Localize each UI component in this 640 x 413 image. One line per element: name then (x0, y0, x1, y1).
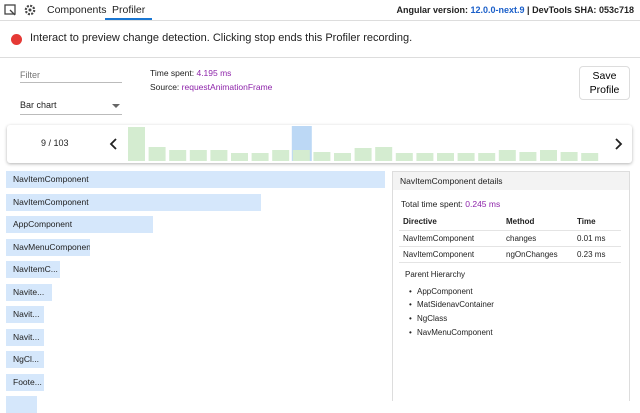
value: requestAnimationFrame (181, 82, 273, 92)
frame[interactable] (313, 152, 331, 161)
cell: 0.23 ms (577, 250, 606, 259)
frame[interactable] (272, 150, 290, 161)
flame-bar[interactable]: Navit... (6, 328, 44, 346)
version: 12.0.0-next.9 (470, 5, 525, 15)
cell: NavItemComponent (403, 250, 475, 259)
flame-bar[interactable]: NavItemC... (6, 261, 60, 278)
frame[interactable] (437, 153, 454, 161)
flame-bar[interactable]: Foote... (6, 373, 44, 391)
save-button[interactable]: Save Profile (579, 66, 630, 100)
flame-bar[interactable]: AppComponent (6, 216, 153, 233)
sha: 053c718 (598, 5, 634, 15)
total-time: Total time spent: 0.245 ms (401, 199, 500, 209)
frame[interactable] (251, 153, 269, 161)
flame-bar[interactable]: Navite... (6, 283, 52, 301)
frame-chart (128, 126, 599, 161)
frame[interactable] (231, 153, 248, 161)
settings-icon[interactable] (24, 4, 36, 16)
frame[interactable] (560, 152, 578, 161)
column-header: Method (506, 217, 535, 226)
frame[interactable] (210, 150, 228, 161)
frame[interactable] (354, 148, 372, 161)
frame[interactable] (519, 152, 537, 161)
flame-bar[interactable]: NgCl... (6, 351, 44, 368)
cell: changes (506, 234, 537, 243)
banner-text: Interact to preview change detection. Cl… (30, 32, 413, 44)
cell: ngOnChanges (506, 250, 558, 259)
hierarchy-item: NgClass (409, 314, 447, 323)
flame-bar[interactable]: Navit... (6, 306, 44, 323)
frame[interactable] (148, 147, 166, 161)
label: DevTools SHA: (532, 5, 597, 15)
details-title: NavItemComponent details (393, 172, 629, 190)
frame[interactable] (540, 150, 557, 161)
frame[interactable] (375, 147, 393, 161)
hierarchy-item: AppComponent (409, 287, 473, 296)
hierarchy-item: MatSidenavContainer (409, 300, 494, 309)
frame[interactable] (128, 127, 145, 161)
frame[interactable] (189, 150, 207, 161)
time-spent: Time spent: 4.195 ms (150, 68, 231, 78)
dropdown-arrow (112, 104, 120, 108)
frame[interactable] (457, 153, 475, 161)
column-header: Directive (403, 217, 437, 226)
frame[interactable] (334, 153, 351, 161)
cell: 0.01 ms (577, 234, 606, 243)
cell: NavItemComponent (403, 234, 475, 243)
frame-position: 9 / 103 (41, 138, 69, 148)
version-info: Angular version: 12.0.0-next.9 | DevTool… (396, 0, 634, 20)
hierarchy-title: Parent Hierarchy (405, 270, 466, 279)
banner: Interact to preview change detection. Cl… (0, 21, 640, 58)
label: Time spent: (150, 68, 195, 78)
select-value: Bar chart (20, 100, 57, 110)
row-divider (399, 246, 621, 247)
flame-bar[interactable]: NavItemComponent (6, 193, 261, 211)
value: 0.245 ms (465, 199, 501, 209)
record-stop[interactable] (11, 34, 22, 45)
frame[interactable] (478, 153, 496, 161)
frame[interactable] (169, 150, 187, 161)
flame-bar[interactable] (6, 396, 37, 413)
row-divider (399, 230, 621, 231)
frame[interactable] (581, 153, 599, 161)
app: Components Profiler Angular version: 12.… (0, 0, 640, 400)
row-divider (399, 262, 621, 263)
source: Source: requestAnimationFrame (150, 82, 272, 92)
view-select[interactable]: Bar chart (20, 100, 122, 115)
details-panel: NavItemComponent details Total time spen… (392, 171, 630, 401)
tab-active[interactable]: Profiler (105, 0, 153, 20)
inspect-icon[interactable] (4, 4, 16, 16)
toolbar: Components Profiler Angular version: 12.… (0, 0, 640, 21)
label: Total time spent: (401, 199, 463, 209)
flame-bar[interactable]: NavMenuComponent (6, 238, 90, 256)
frame[interactable] (416, 153, 434, 161)
value: 4.195 ms (196, 68, 232, 78)
prev-frame[interactable] (107, 137, 121, 151)
separator: | (527, 5, 530, 15)
column-header: Time (577, 217, 596, 226)
frame[interactable] (395, 153, 413, 161)
filter-input[interactable] (20, 68, 122, 83)
flame-bar[interactable]: NavItemComponent (6, 171, 385, 188)
frame[interactable] (498, 150, 516, 161)
frame-bar: 9 / 103 (7, 125, 632, 163)
hierarchy-item: NavMenuComponent (409, 328, 493, 337)
page: Profiler {"toolbar": {"tabs": ["Componen… (0, 0, 640, 400)
frame[interactable] (292, 150, 310, 161)
next-frame[interactable] (611, 137, 625, 151)
label: Angular version: (396, 5, 468, 15)
tab[interactable]: Components (47, 4, 107, 16)
label: Source: (150, 82, 180, 92)
